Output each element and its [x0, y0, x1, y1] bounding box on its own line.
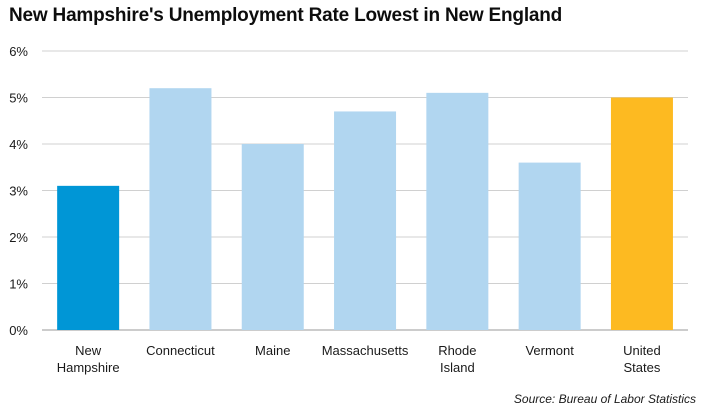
bar [518, 162, 581, 330]
bar [426, 92, 489, 330]
y-tick-label: 0% [9, 323, 28, 338]
bar [334, 111, 397, 330]
source-note: Source: Bureau of Labor Statistics [513, 392, 696, 406]
bar [241, 144, 304, 330]
y-tick-label: 2% [9, 230, 28, 245]
bar [610, 97, 673, 330]
y-tick-label: 6% [9, 44, 28, 59]
x-tick-label: New Hampshire [57, 343, 120, 375]
x-tick-label: Connecticut [146, 343, 215, 358]
x-tick-label: Vermont [525, 343, 574, 358]
chart-title: New Hampshire's Unemployment Rate Lowest… [9, 5, 563, 26]
x-tick-label: Maine [255, 343, 290, 358]
bar [149, 88, 212, 330]
y-tick-label: 4% [9, 137, 28, 152]
y-tick-label: 3% [9, 184, 28, 199]
bar-chart: 0% 1% 2% 3% 4% 5% 6% New Hampshire Connecticut Mai… [9, 44, 688, 375]
bar [57, 185, 120, 330]
y-tick-label: 1% [9, 277, 28, 292]
x-tick-label: Rhode Island [438, 343, 476, 375]
y-tick-label: 5% [9, 91, 28, 106]
x-tick-label: United States [623, 343, 661, 375]
x-tick-label: Massachusetts [322, 343, 409, 358]
